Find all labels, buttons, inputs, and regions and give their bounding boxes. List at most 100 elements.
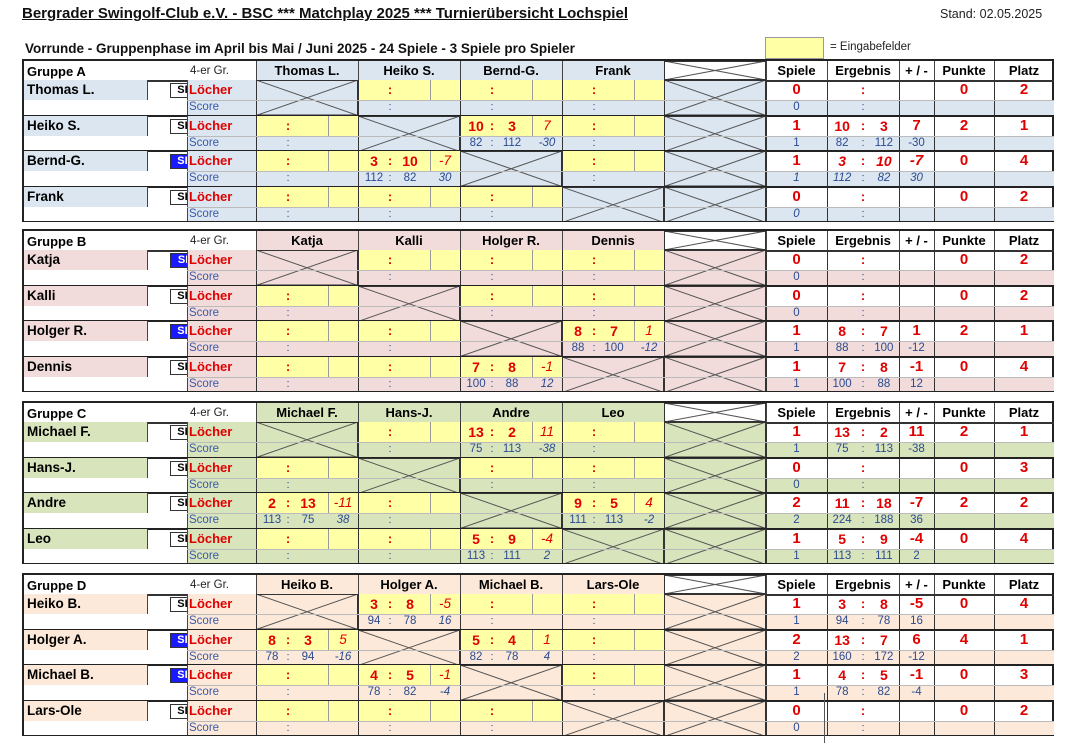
holes-opponent[interactable] xyxy=(390,422,430,442)
holes-opponent[interactable] xyxy=(594,665,634,685)
holes-opponent[interactable] xyxy=(594,116,634,136)
holes-opponent[interactable] xyxy=(492,701,532,721)
holes-input-cell[interactable] xyxy=(256,285,358,306)
holes-own[interactable]: 5 xyxy=(472,530,480,547)
score-opponent[interactable] xyxy=(390,341,430,356)
score-input-cell[interactable] xyxy=(256,171,358,186)
holes-own[interactable]: 2 xyxy=(268,495,276,511)
score-input-cell[interactable] xyxy=(358,513,460,528)
score-opponent[interactable]: 111 xyxy=(503,549,521,562)
holes-input-cell[interactable] xyxy=(256,321,358,341)
score-input-cell[interactable] xyxy=(562,270,664,285)
score-input-cell[interactable] xyxy=(256,135,358,151)
holes-input-cell[interactable] xyxy=(460,115,562,136)
score-own[interactable]: 82 xyxy=(469,136,483,149)
score-opponent[interactable] xyxy=(390,442,430,457)
score-input-cell[interactable] xyxy=(358,548,460,564)
holes-opponent[interactable]: 7 xyxy=(610,323,618,339)
holes-own[interactable]: 10 xyxy=(468,117,484,134)
holes-opponent[interactable]: 13 xyxy=(300,495,316,511)
holes-input-cell[interactable] xyxy=(358,186,460,207)
holes-input-cell[interactable] xyxy=(256,528,358,549)
holes-opponent[interactable]: 5 xyxy=(610,495,618,511)
score-input-cell[interactable] xyxy=(562,477,664,493)
score-input-cell[interactable] xyxy=(562,685,664,700)
score-own[interactable]: 113 xyxy=(262,514,282,526)
holes-opponent[interactable]: 9 xyxy=(508,530,516,547)
holes-opponent[interactable] xyxy=(492,458,532,478)
holes-opponent[interactable] xyxy=(288,151,328,171)
holes-input-cell[interactable] xyxy=(358,250,460,270)
score-opponent[interactable]: 100 xyxy=(604,342,624,354)
holes-own[interactable]: 5 xyxy=(472,631,480,648)
score-opponent[interactable] xyxy=(492,614,532,629)
score-opponent[interactable] xyxy=(594,270,634,285)
score-opponent[interactable] xyxy=(390,721,430,736)
score-opponent[interactable]: 112 xyxy=(502,136,522,149)
score-opponent[interactable] xyxy=(390,549,430,564)
score-input-cell[interactable] xyxy=(460,376,562,392)
score-input-cell[interactable] xyxy=(256,376,358,392)
score-opponent[interactable] xyxy=(288,549,328,564)
holes-own[interactable]: 8 xyxy=(268,631,276,648)
score-input-cell[interactable] xyxy=(562,171,664,186)
score-input-cell[interactable] xyxy=(358,376,460,392)
holes-input-cell[interactable] xyxy=(358,356,460,377)
score-opponent[interactable] xyxy=(288,306,328,321)
score-opponent[interactable] xyxy=(594,171,634,186)
holes-own[interactable]: 3 xyxy=(370,596,378,612)
holes-opponent[interactable] xyxy=(288,286,328,306)
holes-opponent[interactable] xyxy=(390,80,430,100)
score-input-cell[interactable] xyxy=(256,720,358,736)
holes-opponent[interactable] xyxy=(390,250,430,270)
score-input-cell[interactable] xyxy=(460,442,562,457)
holes-opponent[interactable] xyxy=(288,529,328,549)
score-opponent[interactable] xyxy=(288,377,328,392)
holes-input-cell[interactable] xyxy=(256,356,358,377)
score-input-cell[interactable] xyxy=(460,305,562,321)
holes-opponent[interactable] xyxy=(288,187,328,207)
score-input-cell[interactable] xyxy=(460,135,562,151)
holes-input-cell[interactable] xyxy=(358,594,460,614)
holes-own[interactable]: 4 xyxy=(370,667,378,683)
holes-opponent[interactable] xyxy=(288,321,328,341)
score-opponent[interactable] xyxy=(492,207,532,222)
score-opponent[interactable] xyxy=(594,650,634,665)
holes-opponent[interactable] xyxy=(594,630,634,650)
score-input-cell[interactable] xyxy=(256,477,358,493)
score-opponent[interactable] xyxy=(288,478,328,493)
score-input-cell[interactable] xyxy=(256,513,358,528)
holes-input-cell[interactable] xyxy=(358,151,460,171)
score-input-cell[interactable] xyxy=(358,100,460,115)
holes-input-cell[interactable] xyxy=(358,321,460,341)
score-own[interactable]: 112 xyxy=(364,172,384,184)
holes-opponent[interactable] xyxy=(594,594,634,614)
holes-input-cell[interactable] xyxy=(460,629,562,650)
holes-input-cell[interactable] xyxy=(256,629,358,650)
score-opponent[interactable] xyxy=(288,207,328,222)
holes-own[interactable]: 3 xyxy=(370,153,378,169)
score-opponent[interactable] xyxy=(594,614,634,629)
holes-input-cell[interactable] xyxy=(562,665,664,685)
holes-own[interactable]: 8 xyxy=(574,323,582,339)
holes-opponent[interactable]: 3 xyxy=(304,631,312,648)
holes-input-cell[interactable] xyxy=(562,493,664,513)
holes-input-cell[interactable] xyxy=(460,80,562,100)
score-input-cell[interactable] xyxy=(460,614,562,629)
score-input-cell[interactable] xyxy=(358,720,460,736)
holes-opponent[interactable] xyxy=(390,529,430,549)
holes-input-cell[interactable] xyxy=(358,700,460,721)
holes-own[interactable]: 7 xyxy=(472,358,480,375)
holes-own[interactable]: 9 xyxy=(574,495,582,511)
score-input-cell[interactable] xyxy=(562,442,664,457)
holes-opponent[interactable] xyxy=(492,594,532,614)
holes-input-cell[interactable] xyxy=(562,151,664,171)
holes-input-cell[interactable] xyxy=(460,422,562,442)
score-input-cell[interactable] xyxy=(562,341,664,356)
holes-input-cell[interactable] xyxy=(358,493,460,513)
score-input-cell[interactable] xyxy=(358,206,460,222)
score-input-cell[interactable] xyxy=(358,685,460,700)
holes-input-cell[interactable] xyxy=(562,250,664,270)
score-opponent[interactable]: 113 xyxy=(604,514,624,526)
score-opponent[interactable] xyxy=(390,207,430,222)
